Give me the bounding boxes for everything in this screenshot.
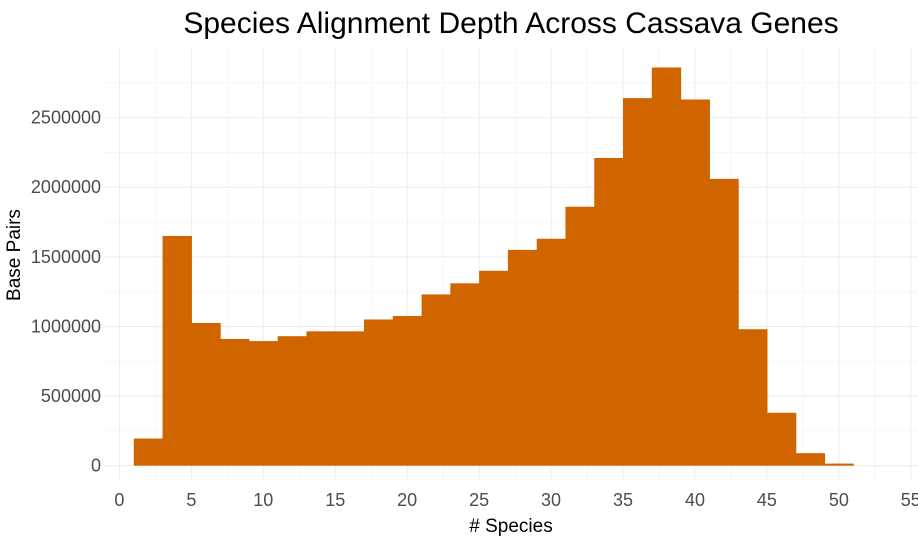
x-tick-label: 0 [114, 490, 124, 510]
histogram-bar [536, 238, 567, 466]
x-axis-ticks: 0 5 10 15 20 25 30 35 40 45 50 55 [114, 490, 918, 510]
histogram-bar [392, 316, 423, 466]
histogram-bar [594, 157, 624, 466]
histogram-bar [133, 438, 164, 466]
histogram-bar [335, 331, 365, 466]
histogram-bar [565, 206, 595, 466]
y-tick-label: 500000 [41, 386, 101, 406]
histogram-bar [623, 98, 653, 466]
y-tick-label: 0 [91, 456, 101, 476]
histogram-bar [479, 270, 509, 466]
histogram-bar [680, 99, 710, 466]
y-tick-label: 1500000 [31, 247, 101, 267]
x-tick-label: 5 [186, 490, 196, 510]
x-axis-title: # Species [469, 516, 552, 537]
x-tick-label: 40 [685, 490, 705, 510]
histogram-bar [738, 329, 768, 466]
histogram-bar [824, 463, 854, 466]
x-tick-label: 50 [829, 490, 849, 510]
y-axis-title: Base Pairs [4, 209, 25, 301]
histogram-bar [191, 322, 221, 466]
x-tick-label: 55 [901, 490, 918, 510]
x-tick-label: 10 [253, 490, 273, 510]
histogram-bar [277, 336, 308, 466]
histogram-bar [795, 453, 826, 466]
histogram-bar [651, 67, 682, 466]
histogram-bar [220, 338, 250, 466]
histogram-bar [421, 294, 451, 466]
histogram-bar [507, 249, 538, 466]
histogram-bar [248, 341, 279, 466]
histogram-bar [162, 235, 192, 466]
histogram-bar [709, 178, 739, 466]
x-tick-label: 45 [757, 490, 777, 510]
histogram-bar [766, 412, 797, 466]
x-tick-label: 30 [541, 490, 561, 510]
chart-title: Species Alignment Depth Across Cassava G… [183, 7, 838, 40]
bars [133, 67, 854, 466]
y-tick-label: 2000000 [31, 177, 101, 197]
y-axis-ticks: 0 500000 1000000 1500000 2000000 2500000 [31, 108, 101, 476]
histogram-bar [306, 331, 336, 466]
y-tick-label: 2500000 [31, 108, 101, 128]
histogram-bar [450, 283, 480, 466]
histogram-bar [364, 319, 394, 466]
x-tick-label: 25 [469, 490, 489, 510]
x-tick-label: 20 [397, 490, 417, 510]
x-tick-label: 15 [325, 490, 345, 510]
x-tick-label: 35 [613, 490, 633, 510]
y-tick-label: 1000000 [31, 316, 101, 336]
